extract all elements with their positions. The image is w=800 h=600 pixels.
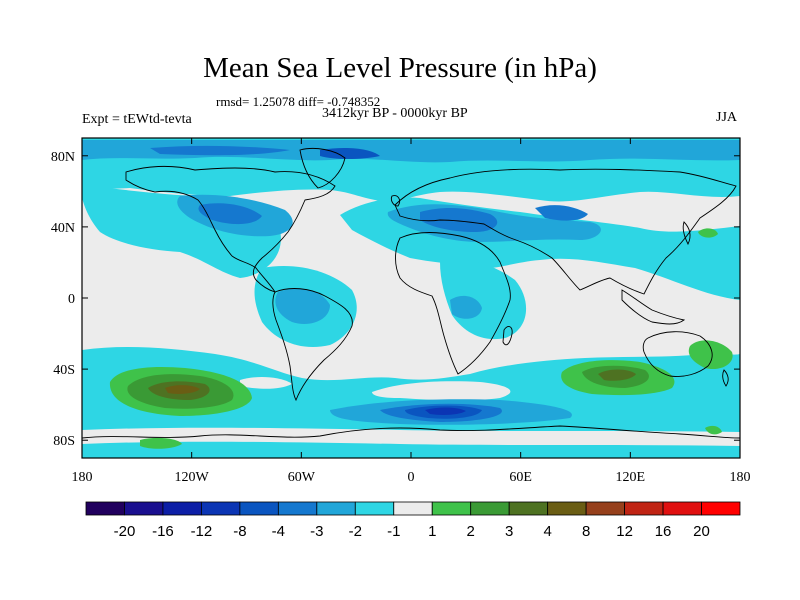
eurasia-coast: [394, 168, 737, 295]
x-tick-label: 120W: [175, 470, 210, 485]
colorbar-label: -3: [310, 523, 323, 540]
australia-east-high: [688, 340, 733, 370]
colorbar-swatch: [201, 501, 241, 516]
y-tick-label: 80S: [53, 434, 75, 449]
x-tick-label: 60E: [509, 470, 532, 485]
colorbar-label: 20: [693, 523, 710, 540]
stats-label: rmsd= 1.25078 diff= -0.748352: [216, 94, 381, 109]
south-pacific-high-peak: [165, 385, 200, 394]
anomaly-class-navy: [425, 407, 466, 415]
colorbar-label: -8: [233, 523, 246, 540]
neutral-antarctic-strip: [82, 427, 740, 446]
colorbar-swatch: [701, 501, 741, 516]
arctic-core: [150, 145, 290, 156]
greenland-coast: [299, 147, 346, 189]
x-tick-label: 180: [730, 470, 751, 485]
x-tick-label: 180: [72, 470, 93, 485]
plot-title: Mean Sea Level Pressure (in hPa): [203, 52, 597, 84]
neutral-south-pacific: [240, 377, 292, 389]
new-zealand-coast: [722, 369, 729, 387]
africa-coast: [395, 232, 511, 375]
period-label: 3412kyr BP - 0000kyr BP: [322, 106, 468, 121]
british-isles-coast: [390, 195, 401, 207]
colorbar-swatch: [124, 501, 164, 516]
colorbar-label: -1: [387, 523, 400, 540]
colorbar-swatch: [162, 501, 202, 516]
colorbar-swatch: [508, 501, 549, 516]
y-tick-label: 80N: [51, 150, 75, 165]
colorbar-swatch: [585, 501, 625, 516]
antarctic-patch-east: [705, 425, 722, 435]
x-tick-label: 60W: [288, 470, 316, 485]
colorbar-label: 2: [467, 523, 475, 540]
colorbar-swatch: [277, 501, 318, 516]
anomaly-class-neutral-holes: [82, 377, 740, 446]
x-tick-label: 120E: [616, 470, 646, 485]
colorbar-label: 12: [616, 523, 633, 540]
tropical-atlantic-africa: [440, 259, 527, 340]
madagascar-coast: [502, 326, 513, 346]
japan-coast: [682, 221, 691, 246]
x-tick-label: 0: [408, 470, 415, 485]
southeast-asia-coast: [621, 289, 686, 325]
neutral-south-atlantic: [372, 381, 511, 401]
colorbar-swatch: [624, 501, 664, 516]
colorbar: -20 -16 -12 -8 -4 -3 -2 -1 1 2 3 4 8 12 16 20: [85, 501, 741, 540]
y-tick-label: 40S: [53, 363, 75, 378]
australia-coast: [642, 331, 713, 377]
pacific-patch: [698, 228, 718, 238]
antarctic-core-low: [425, 407, 466, 415]
central-asia-core: [535, 205, 588, 221]
north-atlantic-core: [198, 203, 262, 225]
colorbar-swatch: [431, 501, 472, 516]
antarctica-coast: [82, 425, 740, 439]
colorbar-swatch: [354, 501, 395, 516]
arctic-low: [82, 140, 740, 163]
colorbar-label: -16: [152, 523, 174, 540]
colorbar-swatch: [470, 501, 510, 516]
colorbar-swatch: [85, 501, 125, 516]
colorbar-label: -2: [349, 523, 362, 540]
colorbar-swatch: [316, 501, 356, 516]
season-label: JJA: [716, 110, 738, 125]
y-tick-label: 0: [68, 292, 75, 307]
experiment-label: Expt = tEWtd-tevta: [82, 112, 192, 127]
anomaly-class-brown: [165, 385, 200, 394]
colorbar-label: 16: [655, 523, 672, 540]
north-america-coast: [125, 165, 336, 293]
colorbar-swatch: [393, 501, 433, 516]
south-america-coast: [272, 288, 353, 402]
colorbar-swatch: [547, 501, 587, 516]
indian-ocean-high-core: [598, 369, 636, 381]
central-africa-low: [450, 295, 482, 319]
anomaly-class-dark-blue: [320, 148, 482, 419]
y-tick-label: 40N: [51, 221, 75, 236]
colorbar-label: -20: [114, 523, 136, 540]
coastlines: [82, 147, 740, 439]
map-axis-ticks: 180 120W 60W 0 60E 120E 180 80N 40N 0 40S 80S: [51, 138, 751, 485]
colorbar-label: 1: [428, 523, 436, 540]
anomaly-class-olive: [148, 369, 636, 400]
colorbar-label: -4: [272, 523, 285, 540]
antarctic-patch: [140, 437, 182, 449]
pressure-anomaly-field: [82, 138, 740, 458]
mediterranean-core: [420, 207, 498, 232]
colorbar-label: -12: [191, 523, 213, 540]
arctic-deep-low: [320, 148, 380, 159]
colorbar-swatch: [239, 501, 279, 516]
colorbar-label: 4: [543, 523, 551, 540]
colorbar-label: 3: [505, 523, 513, 540]
amazon-low: [275, 288, 330, 325]
colorbar-label: 8: [582, 523, 590, 540]
colorbar-swatch: [662, 501, 702, 516]
